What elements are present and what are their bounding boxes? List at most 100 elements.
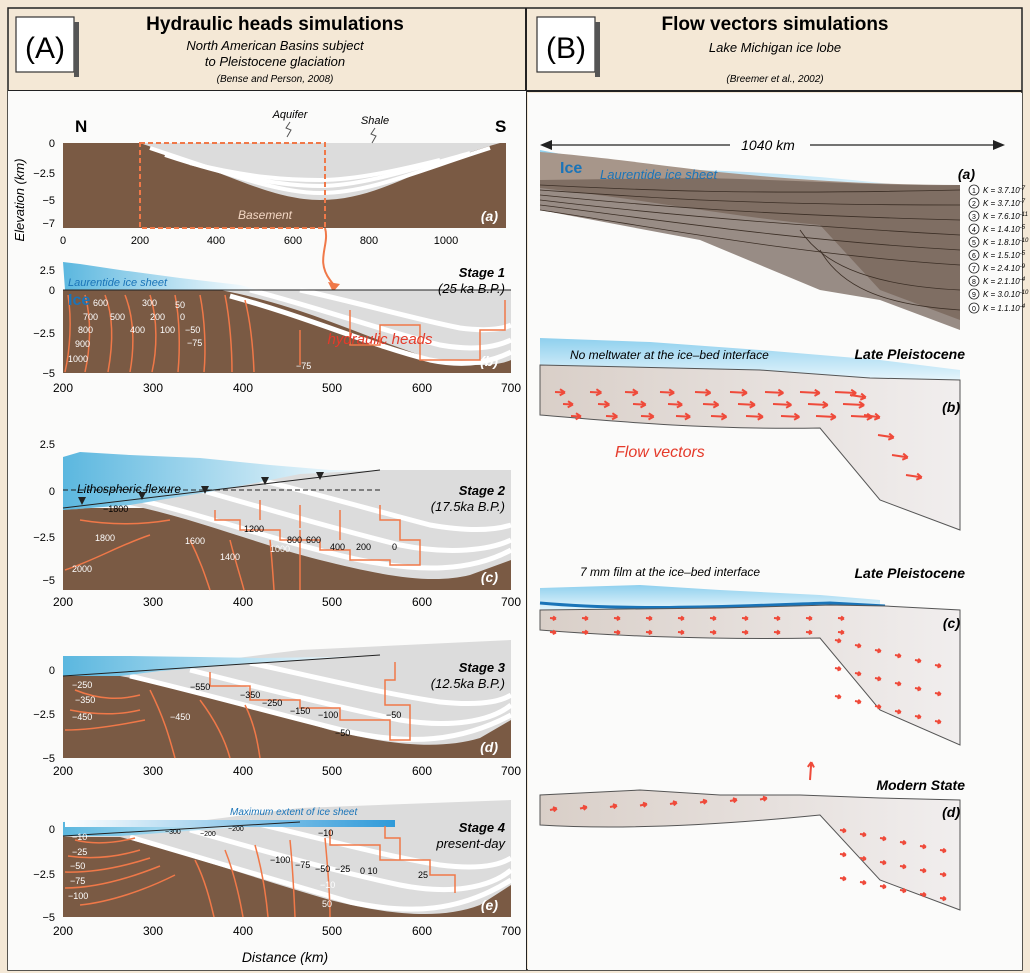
- panel-b-b-period: Late Pleistocene: [855, 346, 966, 362]
- svg-text:400: 400: [207, 235, 225, 247]
- flow-arrow: [589, 388, 602, 397]
- flow-arrow: [694, 388, 712, 397]
- svg-text:−5: −5: [42, 195, 55, 207]
- svg-text:1400: 1400: [220, 552, 240, 562]
- flow-arrow: [939, 871, 947, 878]
- svg-text:K = 1.8.10-10: K = 1.8.10-10: [983, 238, 1029, 247]
- svg-text:50: 50: [175, 300, 185, 310]
- flow-arrow: [891, 452, 909, 461]
- flow-arrow: [894, 709, 902, 715]
- svg-text:2.5: 2.5: [40, 265, 55, 277]
- distance-label: 1040 km: [741, 137, 795, 153]
- svg-text:700: 700: [83, 312, 98, 322]
- stage-2-label: Stage 2: [459, 483, 506, 498]
- flow-arrow: [914, 686, 922, 692]
- svg-text:−2.5: −2.5: [33, 328, 55, 340]
- svg-text:600: 600: [412, 381, 432, 395]
- svg-text:−5: −5: [42, 912, 55, 924]
- svg-text:200: 200: [53, 595, 73, 609]
- svg-text:−75: −75: [70, 876, 85, 886]
- svg-text:1: 1: [972, 188, 976, 195]
- svg-text:1200: 1200: [244, 524, 264, 534]
- flow-arrow: [613, 629, 621, 636]
- flow-arrow: [859, 831, 867, 838]
- flow-arrow: [874, 676, 882, 682]
- flow-arrow: [842, 400, 865, 409]
- flow-arrow: [645, 629, 653, 636]
- right-ice-label: Ice: [560, 160, 582, 177]
- svg-text:600: 600: [412, 764, 432, 778]
- svg-text:−2.5: −2.5: [33, 532, 55, 544]
- flow-arrow: [597, 400, 610, 409]
- panel-a-cross-section: [63, 121, 506, 292]
- svg-text:700: 700: [501, 381, 521, 395]
- svg-text:800: 800: [78, 325, 93, 335]
- panel-b-tag: (b): [480, 353, 498, 369]
- svg-text:800: 800: [360, 235, 378, 247]
- svg-text:1600: 1600: [185, 536, 205, 546]
- panel-a-yticks: 0 −2.5 −5 −7: [33, 138, 55, 230]
- flow-arrow: [834, 666, 842, 672]
- svg-text:−250: −250: [262, 698, 282, 708]
- svg-text:200: 200: [356, 542, 371, 552]
- panel-b-d-section: [539, 789, 961, 911]
- panel-e-cross-section: [62, 800, 513, 918]
- flow-arrow: [934, 719, 942, 725]
- svg-text:−450: −450: [170, 712, 190, 722]
- svg-text:300: 300: [143, 764, 163, 778]
- flow-arrow: [807, 761, 815, 781]
- panel-b-b-tag: (b): [942, 399, 960, 415]
- flow-arrow: [894, 653, 902, 659]
- flow-arrow: [741, 629, 749, 636]
- svg-text:−350: −350: [75, 695, 95, 705]
- svg-text:600: 600: [284, 235, 302, 247]
- flow-arrow: [675, 412, 691, 421]
- flow-vectors: [549, 388, 947, 902]
- flow-arrow: [772, 400, 792, 409]
- k-values: K = 3.7.10-7 K = 3.7.10-7 K = 7.6.10-11 …: [983, 186, 1029, 313]
- lithospheric-flexure-label: Lithospheric flexure: [77, 482, 181, 496]
- flow-arrow: [632, 400, 647, 409]
- svg-text:−50: −50: [70, 861, 85, 871]
- svg-text:300: 300: [143, 595, 163, 609]
- flow-arrow: [570, 412, 582, 421]
- left-citation: (Bense and Person, 2008): [217, 74, 334, 85]
- panel-c-tag: (c): [481, 569, 498, 585]
- flow-arrow: [854, 671, 862, 677]
- svg-text:K = 2.1.10-4: K = 2.1.10-4: [983, 277, 1026, 286]
- flow-arrow: [729, 388, 748, 397]
- svg-text:−25: −25: [72, 847, 87, 857]
- svg-text:−2.5: −2.5: [33, 168, 55, 180]
- svg-text:200: 200: [150, 312, 165, 322]
- svg-text:−2.5: −2.5: [33, 869, 55, 881]
- svg-text:2.5: 2.5: [40, 439, 55, 451]
- svg-text:600: 600: [412, 924, 432, 938]
- flow-arrow: [854, 699, 862, 705]
- panel-d-tag: (d): [480, 739, 498, 755]
- svg-text:1000: 1000: [434, 235, 458, 247]
- svg-text:8: 8: [972, 279, 976, 286]
- panel-b-c-tag: (c): [943, 615, 960, 631]
- svg-text:K = 1.1.10-4: K = 1.1.10-4: [983, 304, 1026, 313]
- flow-arrow: [859, 855, 867, 862]
- panel-b-ice-label: Ice: [68, 292, 90, 309]
- flow-arrow: [659, 388, 675, 397]
- flow-arrow: [899, 887, 907, 894]
- svg-text:−300: −300: [165, 829, 181, 836]
- flow-arrow: [899, 839, 907, 846]
- svg-text:900: 900: [75, 339, 90, 349]
- flow-arrow: [667, 400, 683, 409]
- svg-text:1000: 1000: [270, 544, 290, 554]
- flow-arrow: [554, 388, 566, 397]
- svg-text:9: 9: [972, 292, 976, 299]
- svg-text:400: 400: [233, 764, 253, 778]
- svg-text:0: 0: [49, 285, 55, 297]
- y-axis-label: Elevation (km): [12, 158, 27, 241]
- flow-arrow: [605, 412, 618, 421]
- left-subtitle-2: to Pleistocene glaciation: [205, 54, 345, 69]
- svg-text:200: 200: [131, 235, 149, 247]
- svg-text:2000: 2000: [72, 564, 92, 574]
- svg-text:400: 400: [130, 325, 145, 335]
- panel-b-b-note: No meltwater at the ice–bed interface: [570, 348, 769, 362]
